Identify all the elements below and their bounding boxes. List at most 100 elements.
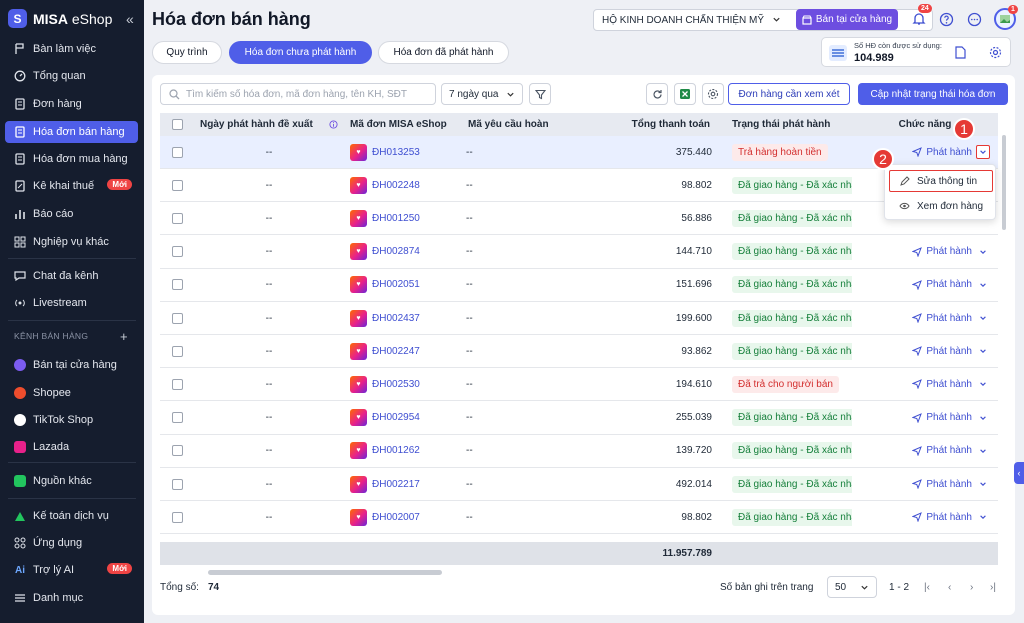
row-menu-chevron-icon[interactable]	[976, 145, 990, 159]
row-menu-chevron-icon[interactable]	[976, 311, 990, 325]
order-code-link[interactable]: ĐH002874	[372, 246, 420, 258]
tab-process[interactable]: Quy trình	[152, 41, 222, 64]
first-page-icon[interactable]: |‹	[924, 582, 930, 593]
settings-button[interactable]	[702, 83, 724, 105]
table-row[interactable]: -- ♥ ĐH001262 -- 139.720 Đã giao hàng - Đã xá…	[160, 434, 998, 468]
issue-action[interactable]: Phát hành	[912, 479, 972, 490]
prev-page-icon[interactable]: ‹	[948, 582, 952, 593]
sidebar-item-pos[interactable]: Bán tại cửa hàng	[5, 354, 138, 376]
table-row[interactable]: -- ♥ ĐH002530 -- 194.610 Đã trả cho người bán…	[160, 368, 998, 402]
row-checkbox[interactable]	[171, 511, 183, 523]
row-checkbox[interactable]	[171, 445, 183, 457]
row-menu-chevron-icon[interactable]	[976, 278, 990, 292]
page-size-select[interactable]: 50	[827, 576, 877, 598]
more-icon[interactable]	[966, 11, 982, 27]
row-checkbox[interactable]	[171, 146, 183, 158]
sidebar-item-tiktok[interactable]: TikTok Shop	[5, 409, 138, 431]
sidebar-item-desk[interactable]: Bàn làm việc	[5, 38, 138, 60]
view-order-menu-item[interactable]: Xem đơn hàng	[889, 195, 993, 217]
table-row[interactable]: -- ♥ ĐH001250 -- 56.886 Đã giao hàng - Đã xác…	[160, 202, 998, 236]
row-menu-chevron-icon[interactable]	[976, 344, 990, 358]
order-code-link[interactable]: ĐH013253	[372, 146, 420, 158]
edit-info-menu-item[interactable]: Sửa thông tin	[889, 170, 993, 192]
gear-icon[interactable]	[989, 46, 1002, 59]
order-code-link[interactable]: ĐH001262	[372, 445, 420, 457]
table-row[interactable]: -- ♥ ĐH002437 -- 199.600 Đã giao hàng - Đã xá…	[160, 302, 998, 335]
table-row[interactable]: -- ♥ ĐH002051 -- 151.696 Đã giao hàng - Đã xá…	[160, 268, 998, 302]
row-checkbox[interactable]	[171, 279, 183, 291]
row-menu-chevron-icon[interactable]	[976, 411, 990, 425]
table-row[interactable]: -- ♥ ĐH002248 -- 98.802 Đã giao hàng - Đã xác…	[160, 169, 998, 203]
next-page-icon[interactable]: ›	[970, 582, 974, 593]
table-row[interactable]: -- ♥ ĐH002954 -- 255.039 Đã giao hàng - Đã xá…	[160, 401, 998, 435]
document-icon[interactable]	[955, 46, 966, 59]
help-icon[interactable]	[938, 11, 954, 27]
expand-panel-icon[interactable]: ‹	[1014, 462, 1024, 484]
order-code-link[interactable]: ĐH001250	[372, 212, 420, 224]
sidebar-item-overview[interactable]: Tổng quan	[5, 65, 138, 87]
tab-unissued[interactable]: Hóa đơn chưa phát hành	[229, 41, 372, 64]
sidebar-item-other-ops[interactable]: Nghiệp vụ khác	[5, 231, 138, 253]
table-row[interactable]: -- ♥ ĐH002874 -- 144.710 Đã giao hàng - Đã xá…	[160, 235, 998, 269]
row-checkbox[interactable]	[171, 412, 183, 424]
sidebar-item-reports[interactable]: Báo cáo	[5, 203, 138, 225]
sidebar-item-shopee[interactable]: Shopee	[5, 382, 138, 404]
orders-to-review-button[interactable]: Đơn hàng cần xem xét	[728, 83, 850, 105]
sidebar-item-chat[interactable]: Chat đa kênh	[5, 265, 138, 287]
collapse-sidebar-icon[interactable]: «	[126, 11, 134, 27]
order-code-link[interactable]: ĐH002437	[372, 312, 420, 324]
order-code-link[interactable]: ĐH002051	[372, 279, 420, 291]
tab-issued[interactable]: Hóa đơn đã phát hành	[378, 41, 509, 64]
row-checkbox[interactable]	[171, 378, 183, 390]
issue-action[interactable]: Phát hành	[912, 445, 972, 456]
sidebar-item-sales-invoice[interactable]: Hóa đơn bán hàng	[5, 121, 138, 143]
sidebar-item-orders[interactable]: Đơn hàng	[5, 93, 138, 115]
period-select[interactable]: 7 ngày qua	[441, 83, 523, 105]
sidebar-item-lazada[interactable]: Lazada	[5, 436, 138, 458]
row-checkbox[interactable]	[171, 312, 183, 324]
sidebar-item-accounting[interactable]: Kế toán dịch vụ	[5, 505, 138, 527]
issue-action[interactable]: Phát hành	[912, 279, 972, 290]
row-checkbox[interactable]	[171, 345, 183, 357]
select-all-checkbox[interactable]	[171, 119, 183, 130]
table-row[interactable]: -- ♥ ĐH002247 -- 93.862 Đã giao hàng - Đã xác…	[160, 335, 998, 369]
issue-action[interactable]: Phát hành	[912, 346, 972, 357]
last-page-icon[interactable]: ›|	[990, 582, 996, 593]
refresh-button[interactable]	[646, 83, 668, 105]
row-menu-chevron-icon[interactable]	[976, 245, 990, 259]
sidebar-item-tax[interactable]: Kê khai thuế Mới	[5, 175, 138, 197]
search-input[interactable]	[186, 88, 426, 100]
sidebar-item-ai[interactable]: Ai Trợ lý AI Mới	[5, 559, 138, 581]
table-row[interactable]: -- ♥ ĐH002217 -- 492.014 Đã giao hàng - Đã xá…	[160, 468, 998, 501]
avatar[interactable]	[994, 8, 1016, 30]
row-checkbox[interactable]	[171, 246, 183, 258]
order-code-link[interactable]: ĐH002217	[372, 478, 420, 490]
row-checkbox[interactable]	[171, 179, 183, 191]
issue-action[interactable]: Phát hành	[912, 147, 972, 158]
sidebar-item-catalog[interactable]: Danh mục	[5, 587, 138, 609]
issue-action[interactable]: Phát hành	[912, 313, 972, 324]
row-menu-chevron-icon[interactable]	[976, 477, 990, 491]
row-menu-chevron-icon[interactable]	[976, 377, 990, 391]
pos-button[interactable]: Bán tại cửa hàng	[796, 9, 898, 30]
order-code-link[interactable]: ĐH002954	[372, 412, 420, 424]
issue-action[interactable]: Phát hành	[912, 379, 972, 390]
issue-action[interactable]: Phát hành	[912, 246, 972, 257]
table-row[interactable]: -- ♥ ĐH002007 -- 98.802 Đã giao hàng - Đã xác…	[160, 501, 998, 535]
vertical-scrollbar[interactable]	[1002, 135, 1006, 230]
update-invoice-status-button[interactable]: Cập nhật trạng thái hóa đơn	[858, 83, 1008, 105]
row-menu-chevron-icon[interactable]	[976, 444, 990, 458]
sidebar-item-apps[interactable]: Ứng dụng	[5, 532, 138, 554]
app-logo[interactable]: S MISA eShop	[8, 9, 112, 28]
bell-icon[interactable]	[911, 11, 927, 27]
filter-button[interactable]	[529, 83, 551, 105]
row-checkbox[interactable]	[171, 478, 183, 490]
order-code-link[interactable]: ĐH002007	[372, 511, 420, 523]
search-box[interactable]	[160, 83, 436, 105]
sidebar-item-other-source[interactable]: Nguồn khác	[5, 470, 138, 492]
add-channel-icon[interactable]: +	[120, 329, 128, 344]
sidebar-item-purchase-invoice[interactable]: Hóa đơn mua hàng	[5, 148, 138, 170]
order-code-link[interactable]: ĐH002530	[372, 378, 420, 390]
sidebar-item-livestream[interactable]: Livestream	[5, 292, 138, 314]
order-code-link[interactable]: ĐH002248	[372, 179, 420, 191]
